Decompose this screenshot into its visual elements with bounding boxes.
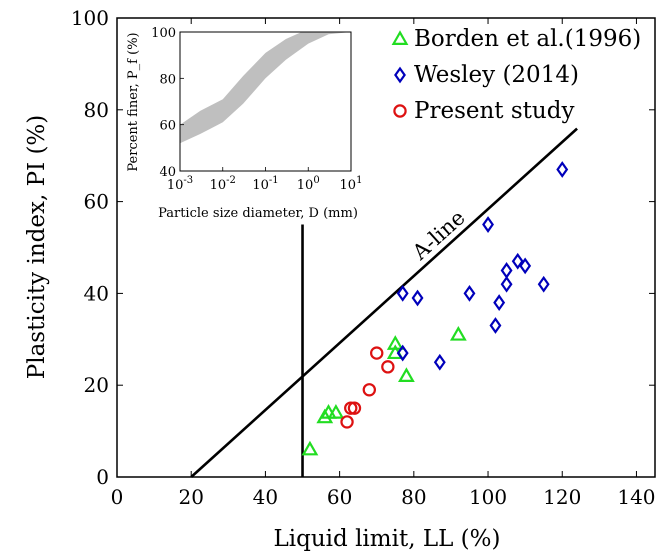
- legend-label: Borden et al.(1996): [414, 26, 641, 52]
- diamond-point: [463, 284, 476, 302]
- legend-label: Present study: [414, 98, 574, 124]
- x-tick-label: 100: [469, 485, 507, 509]
- circle-point: [370, 346, 384, 360]
- legend-diamond-icon: [394, 66, 406, 84]
- triangle-point: [398, 367, 415, 382]
- inset-y-tick-label: 100: [151, 26, 176, 41]
- diamond-point: [537, 275, 550, 293]
- legend: Borden et al.(1996) Wesley (2014) Present …: [391, 26, 641, 124]
- inset-y-tick-label: 60: [159, 119, 176, 134]
- inset-axis-ticks: 10-3 10-2 10-1 100 101 40 60 80 100: [151, 26, 362, 193]
- diamond-point: [500, 262, 513, 279]
- y-tick-label: 60: [84, 190, 109, 214]
- diamond-point: [433, 353, 446, 371]
- circle-point: [381, 360, 395, 374]
- series-diamond: [396, 161, 569, 371]
- inset-y-axis-label: Percent finer, P_f (%): [126, 32, 141, 171]
- series-triangle: [301, 325, 467, 456]
- reference-lines: [190, 127, 578, 478]
- x-tick-label: 40: [253, 485, 278, 509]
- diamond-point: [411, 289, 424, 307]
- a-line-line: [190, 127, 578, 478]
- x-tick-label: 140: [617, 485, 655, 509]
- series-circle: [340, 346, 395, 429]
- diamond-point: [519, 257, 532, 275]
- inset-x-tick-label: 10-2: [210, 175, 236, 193]
- inset-x-tick-label: 10-1: [252, 175, 278, 193]
- inset-x-tick-label: 10-3: [167, 175, 193, 193]
- inset-x-tick-label: 101: [340, 175, 363, 193]
- y-axis-label: Plasticity index, PI (%): [24, 115, 50, 380]
- x-axis-label: Liquid limit, LL (%): [274, 526, 501, 552]
- legend-circle-icon: [393, 104, 407, 118]
- diamond-point: [396, 344, 409, 362]
- main-plot-frame: [116, 17, 656, 478]
- circle-point: [347, 401, 362, 415]
- y-tick-label: 20: [84, 373, 109, 397]
- diamond-point: [482, 216, 494, 233]
- inset-y-tick-label: 40: [159, 165, 176, 180]
- legend-item: Present study: [393, 98, 574, 124]
- x-tick-label: 0: [111, 485, 124, 509]
- circle-point: [340, 415, 354, 429]
- legend-triangle-icon: [391, 30, 409, 45]
- inset-plot: 10-3 10-2 10-1 100 101 40 60 80 100: [130, 26, 365, 221]
- x-tick-label: 20: [178, 485, 203, 509]
- inset-y-tick-label: 80: [159, 72, 176, 87]
- triangle-point: [301, 440, 319, 456]
- x-tick-label: 80: [401, 485, 426, 509]
- diamond-point: [493, 294, 506, 311]
- inset-x-tick-label: 100: [297, 175, 320, 193]
- triangle-point: [449, 325, 467, 341]
- x-tick-label: 120: [543, 485, 581, 509]
- circle-point: [344, 401, 358, 415]
- y-tick-label: 40: [84, 281, 109, 305]
- inset-x-axis-label: Particle size diameter, D (mm): [158, 206, 358, 221]
- y-tick-label: 0: [96, 465, 109, 489]
- diamond-point: [489, 317, 502, 334]
- circle-point: [362, 383, 377, 397]
- diamond-point: [556, 161, 569, 178]
- inset-background: [130, 26, 365, 221]
- diamond-point: [511, 252, 524, 270]
- legend-item: Wesley (2014): [394, 62, 579, 88]
- gradation-band: [180, 32, 351, 144]
- main-axis-ticks: 0 20 40 60 80 100 120 140 0 20 40 60 80 100: [71, 6, 656, 509]
- x-tick-label: 60: [327, 485, 352, 509]
- y-tick-label: 100: [71, 6, 109, 30]
- y-tick-label: 80: [84, 98, 109, 122]
- legend-item: Borden et al.(1996): [391, 26, 641, 52]
- diamond-point: [396, 284, 409, 302]
- diamond-point: [500, 275, 513, 293]
- triangle-point: [327, 404, 345, 419]
- data-points: [301, 161, 569, 456]
- legend-label: Wesley (2014): [414, 62, 579, 88]
